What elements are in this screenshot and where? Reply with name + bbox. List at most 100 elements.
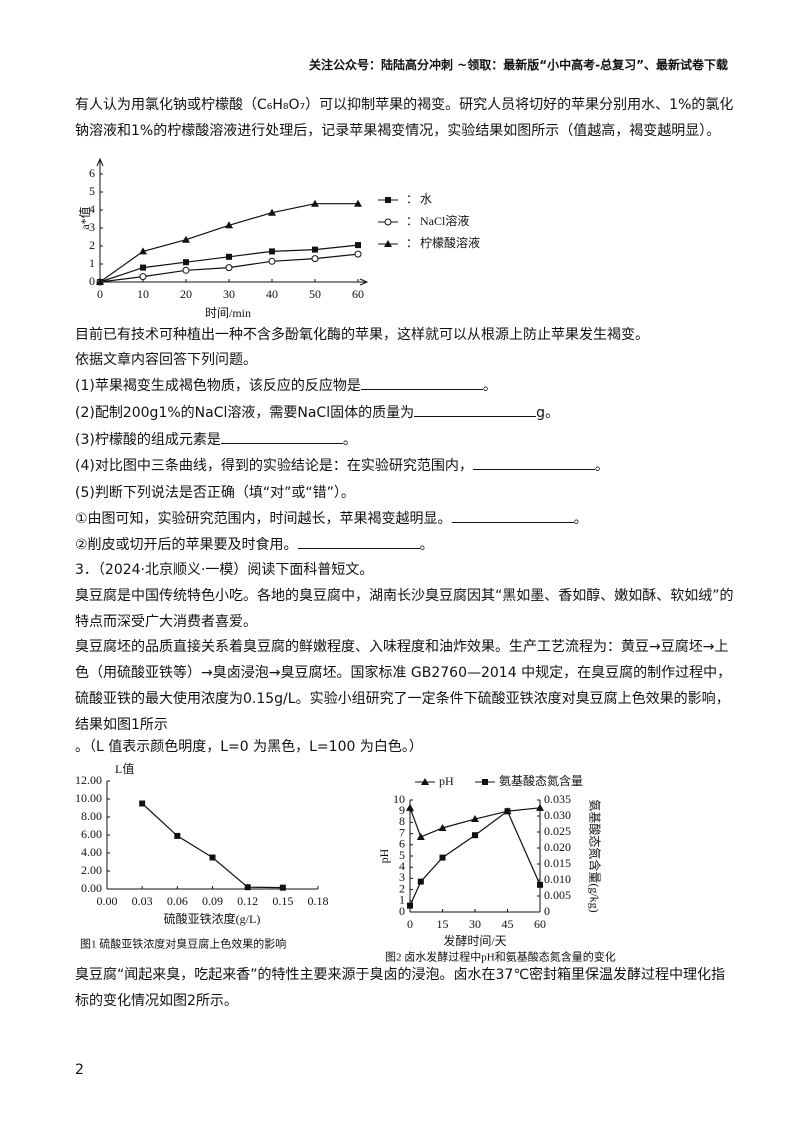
question-text: 。 xyxy=(573,511,588,527)
question: (4)对比图中三条曲线，得到的实验结论是：在实验研究范围内， 。 xyxy=(75,453,735,479)
blank xyxy=(472,453,595,470)
chart: 0.00 0.03 0.06 0.09 0.12 0.15 0.18 0.00 2.00 4.00… xyxy=(75,761,329,951)
series-line xyxy=(409,807,541,838)
y-tick-label: 1 xyxy=(399,893,405,907)
x-tick-label: 45 xyxy=(502,917,514,931)
y-tick-label: 0 xyxy=(89,274,95,288)
data-point xyxy=(226,253,232,260)
data-point xyxy=(417,878,424,885)
data-point xyxy=(279,884,286,891)
data-point xyxy=(311,255,319,263)
x-tick-label: 10 xyxy=(137,287,149,301)
x-tick-label: 0.03 xyxy=(132,894,153,908)
data-point xyxy=(406,803,414,811)
question-text: 。 xyxy=(594,458,609,474)
paragraph: 目前已有技术可种植出一种不含多酚氧化酶的苹果，这样就可以从根源上防止苹果发生褐变… xyxy=(75,327,649,343)
question: (1)苹果褐变生成褐色物质，该反应的反应物是 。 xyxy=(75,373,735,399)
x-tick-label: 40 xyxy=(266,287,278,301)
data-point xyxy=(139,800,146,807)
question-text: (2)配制200g1%的NaCl溶液，需要NaCl固体的质量为 xyxy=(75,405,415,421)
series-line xyxy=(141,803,283,889)
x-tick-label: 50 xyxy=(309,287,321,301)
x-tick-label: 0.00 xyxy=(97,894,118,908)
data-point xyxy=(139,273,147,281)
question-text: ②削皮或切开后的苹果要及时食用。 xyxy=(75,537,298,553)
legend-label: 氨基酸态氮含量 xyxy=(499,773,583,788)
legend-label: 水 xyxy=(420,192,432,206)
question: ①由图可知，实验研究范围内，时间越长，苹果褐变越明显。 。 xyxy=(75,506,735,532)
question-text: (3)柠檬酸的组成元素是 xyxy=(75,432,221,448)
legend-marker xyxy=(421,778,429,785)
data-point xyxy=(439,854,446,861)
y-tick-label: 3 xyxy=(399,870,405,884)
y-tick-label: 6.00 xyxy=(81,827,102,841)
legend-label: NaCl溶液 xyxy=(420,213,469,228)
data-point xyxy=(244,884,251,891)
data-point xyxy=(183,259,189,266)
y2-tick-label: 0 xyxy=(544,904,550,918)
y-tick-label: 2.00 xyxy=(81,863,102,877)
page-number: 2 xyxy=(75,1062,84,1078)
y-tick-label: 12.00 xyxy=(75,773,102,787)
axis-arrow xyxy=(359,278,369,286)
figure-caption: 图1 硫酸亚铁浓度对臭豆腐上色效果的影响 xyxy=(80,937,286,951)
data-point xyxy=(354,250,362,258)
data-point xyxy=(311,199,319,207)
data-point xyxy=(209,854,216,861)
legend-colon: ： xyxy=(406,214,418,228)
data-point xyxy=(355,242,361,249)
data-point xyxy=(354,199,362,207)
data-point xyxy=(140,264,146,271)
question-text: 。 xyxy=(342,432,357,448)
y-tick-label: 10.00 xyxy=(75,791,102,805)
y-tick-label: 0.00 xyxy=(81,881,102,895)
y2-tick-label: 0.020 xyxy=(544,840,571,854)
question-text: 。 xyxy=(419,537,434,553)
blank xyxy=(360,373,483,390)
data-point xyxy=(312,246,318,253)
y2-tick-label: 0.030 xyxy=(544,808,571,822)
section-title: 3．（2024·北京顺义·一模）阅读下面科普短文。 xyxy=(75,562,374,578)
data-point xyxy=(472,832,478,839)
y-tick-label: 6 xyxy=(399,837,405,851)
y-tick-label: 1 xyxy=(89,256,95,270)
data-point xyxy=(268,257,276,265)
y-tick-label: 7 xyxy=(399,825,405,839)
y-axis-label: pH xyxy=(377,848,391,863)
x-tick-label: 0.18 xyxy=(308,894,329,908)
data-point xyxy=(471,815,479,823)
x-tick-label: 0 xyxy=(97,287,103,301)
chart: 0 15 30 45 6001234567891000.0050.0100.0150.0… xyxy=(377,773,616,964)
legend-colon: ： xyxy=(406,236,418,250)
paragraph: 有人认为用氯化钠或柠檬酸（C₆H₈O₇）可以抑制苹果的褐变。研究人员将切好的苹果… xyxy=(75,97,734,139)
question: (3)柠檬酸的组成元素是 。 xyxy=(75,427,735,453)
data-point xyxy=(225,264,233,272)
y-tick-label: 2 xyxy=(399,881,405,895)
x-tick-label: 0.06 xyxy=(167,894,188,908)
x-tick-label: 0 xyxy=(407,917,413,931)
y-tick-label: 4 xyxy=(399,859,405,873)
data-point xyxy=(182,235,190,243)
y-tick-label: 8 xyxy=(399,814,405,828)
figure-caption: 图2 卤水发酵过程中pH和氨基酸态氮含量的变化 xyxy=(385,950,616,964)
blank xyxy=(451,506,574,523)
y-tick-label: 2 xyxy=(89,238,95,252)
data-point xyxy=(536,803,544,811)
x-tick-label: 60 xyxy=(534,917,546,931)
question: ②削皮或切开后的苹果要及时食用。 。 xyxy=(75,532,735,558)
data-point xyxy=(225,221,233,229)
data-point xyxy=(174,832,181,839)
question-text: g。 xyxy=(536,405,559,421)
question-text: (1)苹果褐变生成褐色物质，该反应的反应物是 xyxy=(75,378,361,394)
series-line xyxy=(99,244,359,283)
y2-tick-label: 0.015 xyxy=(544,856,571,870)
data-point xyxy=(537,881,543,888)
y2-axis-label: 氨基酸态氮含量(g/kg) xyxy=(587,799,602,912)
y-tick-label: 5 xyxy=(399,848,405,862)
legend-marker xyxy=(482,779,488,785)
paragraph: 臭豆腐“闻起来臭，吃起来香”的特性主要来源于臭卤的浸泡。卤水在37℃密封箱里保温… xyxy=(75,967,726,1009)
legend-marker xyxy=(384,240,392,247)
paragraph: 依据文章内容回答下列问题。 xyxy=(75,352,257,368)
